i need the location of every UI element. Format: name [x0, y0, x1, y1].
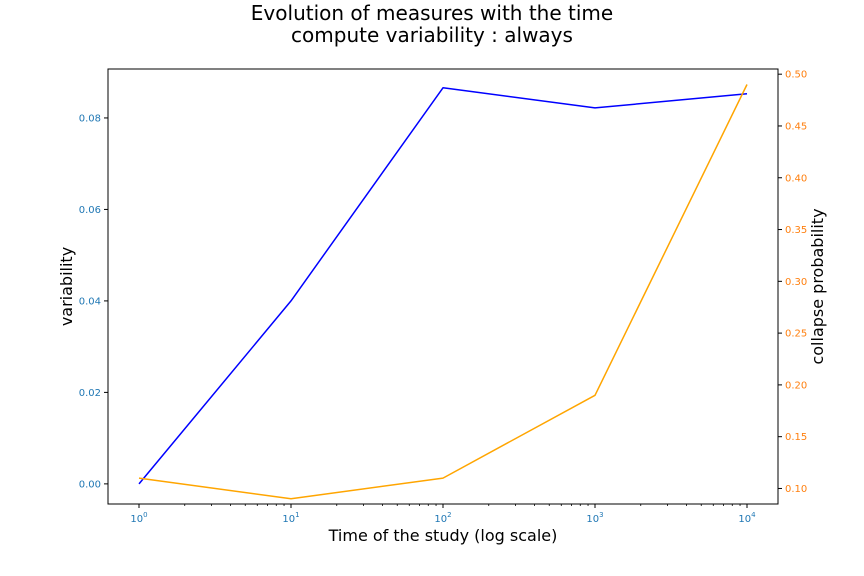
right-tick-label: 0.30: [785, 277, 807, 288]
y-axis-label-left: variability: [57, 247, 76, 326]
series-line-left: [138, 87, 748, 485]
x-tick-label: 103: [586, 511, 603, 525]
x-tick-label: 101: [282, 511, 299, 525]
right-tick-label: 0.20: [785, 380, 807, 391]
left-tick-label: 0.00: [79, 479, 101, 490]
left-axis-ticks: 0.00 0.02 0.04 0.06 0.08: [79, 113, 108, 490]
series-group: [138, 84, 748, 500]
x-tick-base: 10: [586, 514, 599, 525]
right-tick-label: 0.50: [785, 70, 807, 81]
x-tick-label: 102: [434, 511, 451, 525]
x-axis-label: Time of the study (log scale): [328, 526, 558, 545]
left-tick-label: 0.04: [79, 296, 101, 307]
x-tick-base: 10: [434, 514, 447, 525]
left-tick-label: 0.06: [79, 205, 101, 216]
right-axis-ticks: 0.10 0.15 0.20 0.25 0.30 0.35 0.40 0.45 0.50: [778, 70, 807, 495]
right-tick-label: 0.25: [785, 329, 807, 340]
y-axis-label-right: collapse probability: [808, 208, 827, 364]
right-tick-label: 0.40: [785, 173, 807, 184]
x-tick-base: 10: [738, 514, 751, 525]
left-tick-label: 0.08: [79, 113, 101, 124]
left-tick-label: 0.02: [79, 388, 101, 399]
x-tick-base: 10: [282, 514, 295, 525]
chart-title: Evolution of measures with the time: [250, 1, 614, 25]
x-tick-label: 104: [738, 511, 756, 525]
x-tick-exponent: 3: [599, 511, 603, 519]
chart-subtitle: compute variability : always: [291, 23, 573, 47]
plot-frame: [107, 68, 779, 505]
x-tick-base: 10: [130, 514, 143, 525]
right-tick-label: 0.15: [785, 432, 807, 443]
right-tick-label: 0.10: [785, 484, 807, 495]
x-tick-label: 100: [130, 511, 147, 525]
x-tick-exponent: 4: [751, 511, 756, 519]
x-tick-exponent: 2: [447, 511, 451, 519]
x-tick-exponent: 0: [143, 511, 147, 519]
series-line-right: [138, 84, 748, 500]
right-tick-label: 0.35: [785, 225, 807, 236]
right-tick-label: 0.45: [785, 121, 807, 132]
x-axis-ticks: 100 101 102 103 104: [130, 504, 756, 525]
x-tick-exponent: 1: [295, 511, 299, 519]
